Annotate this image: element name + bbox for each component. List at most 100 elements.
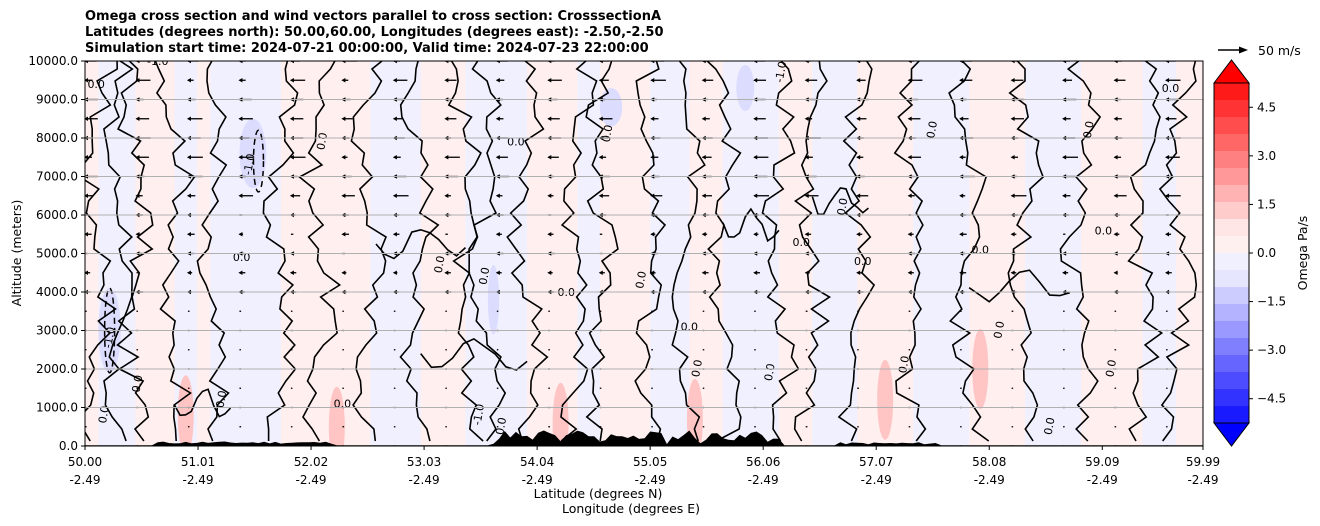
colorbar-extend-min [1212,422,1251,447]
x-axis-label-latitude: Latitude (degrees N) [534,486,663,501]
wind-vector-head [804,232,809,237]
wind-vector-head [444,78,449,83]
x-tick-lon-label: -2.49 [409,473,440,487]
x-tick-lon-label: -2.49 [635,473,666,487]
colorbar-segment [1214,406,1249,424]
wind-vector-head [186,61,191,64]
quiver-key-label: 50 m/s [1258,43,1301,58]
colorbar-segment [1214,389,1249,407]
contour-label: 0.0 [130,374,146,393]
wind-vector-head [495,193,500,198]
y-tick-label: 10000.0 [28,54,78,68]
y-tick-label: 5000.0 [36,247,78,261]
zero-contour-line [671,61,706,442]
colorbar-segment [1214,100,1249,118]
wind-vector-head [289,193,294,198]
wind-vector-head [650,193,655,198]
wind-vector-head [907,116,912,121]
y-tick-label: 6000.0 [36,208,78,222]
wind-vector-head [1113,193,1118,198]
wind-vector-head [701,155,706,160]
wind-vector-head [650,78,655,83]
wind-vector-head [85,270,88,275]
negative-omega-cell [239,118,267,189]
wind-vector-head [856,116,861,121]
wind-vector-head [392,193,397,198]
wind-vector-head [1010,193,1015,198]
terrain-profile [85,430,1203,446]
zero-contour-line [1059,61,1102,442]
wind-vector-head [1062,155,1067,160]
negative-omega-cell [487,265,500,335]
wind-vector-head [495,116,500,121]
wind-vector-head [856,270,861,275]
contour-label: 0.0 [477,266,493,285]
y-tick-label: 7000.0 [36,170,78,184]
x-axis-label-longitude: Longitude (degrees E) [562,501,700,516]
contour-label: 0.0 [233,251,251,264]
plot-area: 0.0 -1.0 0.0 -1.0 0.0 -1.0 0.0 0.0 0.0 0.0 0.0 0.0 0… [85,55,1203,446]
positive-omega-cell [552,382,569,446]
colorbar-segment [1214,321,1249,339]
x-tick-lat-label: 59.09 [1085,455,1119,469]
positive-omega-cell [877,359,894,440]
wind-vector-head [650,116,655,121]
wind-vector-head [238,193,243,198]
wind-vector-head [1062,78,1067,83]
zero-contour-line [103,61,134,442]
wind-vector-head [135,61,140,64]
chart-title-line-2: Latitudes (degrees north): 50.00,60.00, … [85,25,664,40]
colorbar-tick-label: −3.0 [1257,343,1286,357]
wind-vector-head [804,78,809,83]
wind-vector-head [598,116,603,121]
wind-vector-head [753,193,758,198]
wind-vector-head [135,78,140,83]
colorbar-segment [1214,168,1249,186]
wind-vector-head [341,270,346,275]
positive-omega-cell [328,386,345,446]
wind-vector-head [238,78,243,83]
wind-vector-head [959,155,964,160]
quiver-key: 50 m/s [1218,43,1301,58]
wind-vector-head [1010,270,1015,275]
contour-label: 0.0 [835,197,851,216]
wind-vector-head [907,232,912,237]
wind-vector-head [1113,116,1118,121]
y-tick-label: 2000.0 [36,362,78,376]
colorbar: 4.5 3.0 1.5 0.0 −1.5 −3.0 −4.5 Omega Pa/s [1212,59,1310,447]
zero-contour-line [298,61,342,442]
wind-vector-head [804,116,809,121]
contour-label: 0.0 [1162,82,1180,95]
zero-contour-line [85,61,119,442]
contour-label: 0.0 [792,236,810,249]
wind-vector-head [959,78,964,83]
zero-contour-line [506,61,549,442]
wind-vector-head [650,155,655,160]
zero-contour-line [468,61,507,442]
wind-vector-head [1062,270,1067,275]
zero-contour-line [173,388,232,418]
contour-label: -1.0 [147,55,168,68]
x-tick-lat-label: 55.05 [633,455,667,469]
zero-contour-line [196,61,230,442]
colorbar-segment [1214,253,1249,271]
wind-vector-head [186,155,191,160]
wind-vector-head [289,78,294,83]
wind-vector-head [1062,116,1067,121]
wind-vector-head [547,155,552,160]
wind-vector-head [547,78,552,83]
zero-contour-line [262,61,299,441]
wind-vector-head [856,193,861,198]
zero-contour-line [837,61,876,442]
wind-vector-head [856,78,861,83]
wind-vector-head [444,116,449,121]
x-tick-lat-label: 59.99 [1186,455,1220,469]
wind-vector-head [1165,78,1170,83]
x-tick-lat-label: 56.06 [746,455,780,469]
contour-label: -1.0 [101,326,118,349]
wind-vector-head [1113,232,1118,237]
contour-label: 0.0 [972,244,990,257]
wind-vector-head [392,61,397,64]
wind-vector-head [804,61,809,64]
contour-label: -1.0 [241,153,258,176]
